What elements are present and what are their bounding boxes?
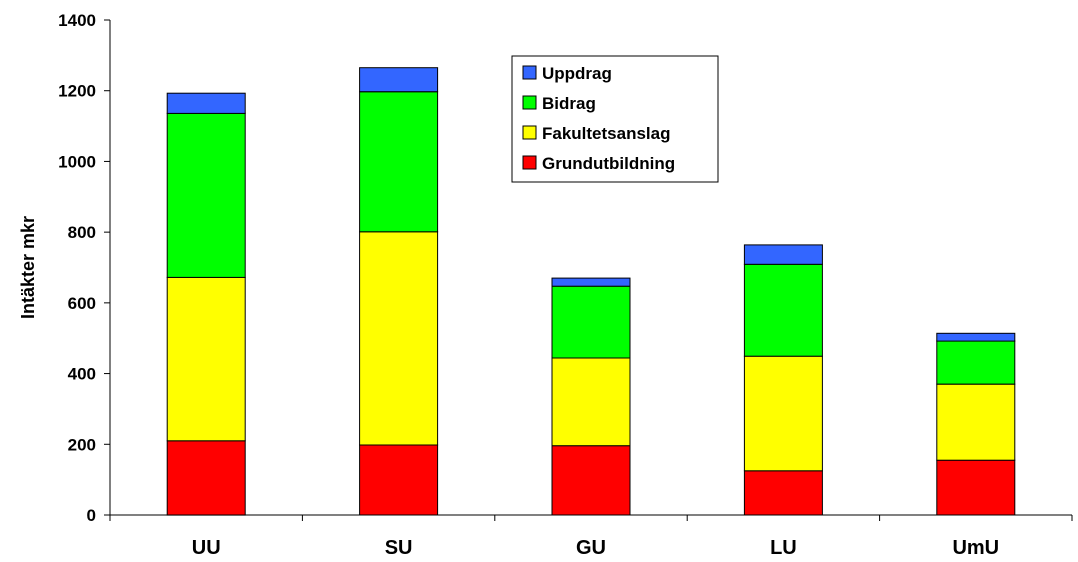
legend-label-uppdrag: Uppdrag	[542, 64, 612, 83]
bars-layer	[166, 67, 1016, 516]
x-category-label: SU	[385, 537, 413, 559]
bar-segment-umu-fakultetsanslag	[936, 383, 1016, 461]
bar-segment-su-bidrag	[359, 91, 439, 233]
bar-segment-lu-uppdrag	[743, 244, 823, 265]
bar-segment-su-uppdrag	[359, 67, 439, 93]
bar-segment-su-fakultetsanslag	[359, 231, 439, 446]
bar-segment-gu-grundutbildning	[551, 445, 631, 516]
x-category-label: UU	[192, 537, 221, 559]
bar-segment-uu-grundutbildning	[166, 440, 246, 516]
y-tick-label: 400	[68, 365, 96, 384]
bar-segment-uu-uppdrag	[166, 92, 246, 114]
bar-segment-uu-fakultetsanslag	[166, 276, 246, 442]
x-category-label: UmU	[952, 537, 999, 559]
y-tick-label: 600	[68, 294, 96, 313]
bar-segment-umu-bidrag	[936, 340, 1016, 385]
legend-label-grundutbildning: Grundutbildning	[542, 154, 675, 173]
x-category-label: GU	[576, 537, 606, 559]
bar-segment-lu-bidrag	[743, 263, 823, 357]
legend-box	[511, 55, 719, 183]
legend-label-bidrag: Bidrag	[542, 94, 596, 113]
y-tick-label: 800	[68, 223, 96, 242]
bar-segment-gu-uppdrag	[551, 277, 631, 287]
bar-segment-lu-grundutbildning	[743, 470, 823, 516]
legend-swatch-uppdrag	[522, 65, 537, 80]
bar-segment-lu-fakultetsanslag	[743, 355, 823, 472]
y-tick-label: 200	[68, 435, 96, 454]
y-tick-label: 1400	[58, 11, 96, 30]
bar-segment-su-grundutbildning	[359, 444, 439, 516]
legend-swatch-fakultetsanslag	[522, 125, 537, 140]
legend-swatch-bidrag	[522, 95, 537, 110]
y-tick-label: 1200	[58, 82, 96, 101]
y-tick-label: 1000	[58, 152, 96, 171]
bar-segment-umu-grundutbildning	[936, 459, 1016, 516]
bar-segment-gu-bidrag	[551, 285, 631, 359]
bar-segment-gu-fakultetsanslag	[551, 357, 631, 447]
y-tick-label: 0	[87, 506, 96, 525]
legend-swatch-grundutbildning	[522, 155, 537, 170]
bar-segment-uu-bidrag	[166, 112, 246, 278]
legend-label-fakultetsanslag: Fakultetsanslag	[542, 124, 671, 143]
x-category-label: LU	[770, 537, 797, 559]
legend: Uppdrag Bidrag Fakultetsanslag Grundutbildn…	[511, 55, 719, 183]
axes-layer: 0 200 400 600 800 1000 1200 1400 UU SU GU LU UmU Intä…	[18, 11, 1073, 559]
bar-segment-umu-uppdrag	[936, 332, 1016, 342]
y-axis-title: Intäkter mkr	[18, 216, 38, 319]
